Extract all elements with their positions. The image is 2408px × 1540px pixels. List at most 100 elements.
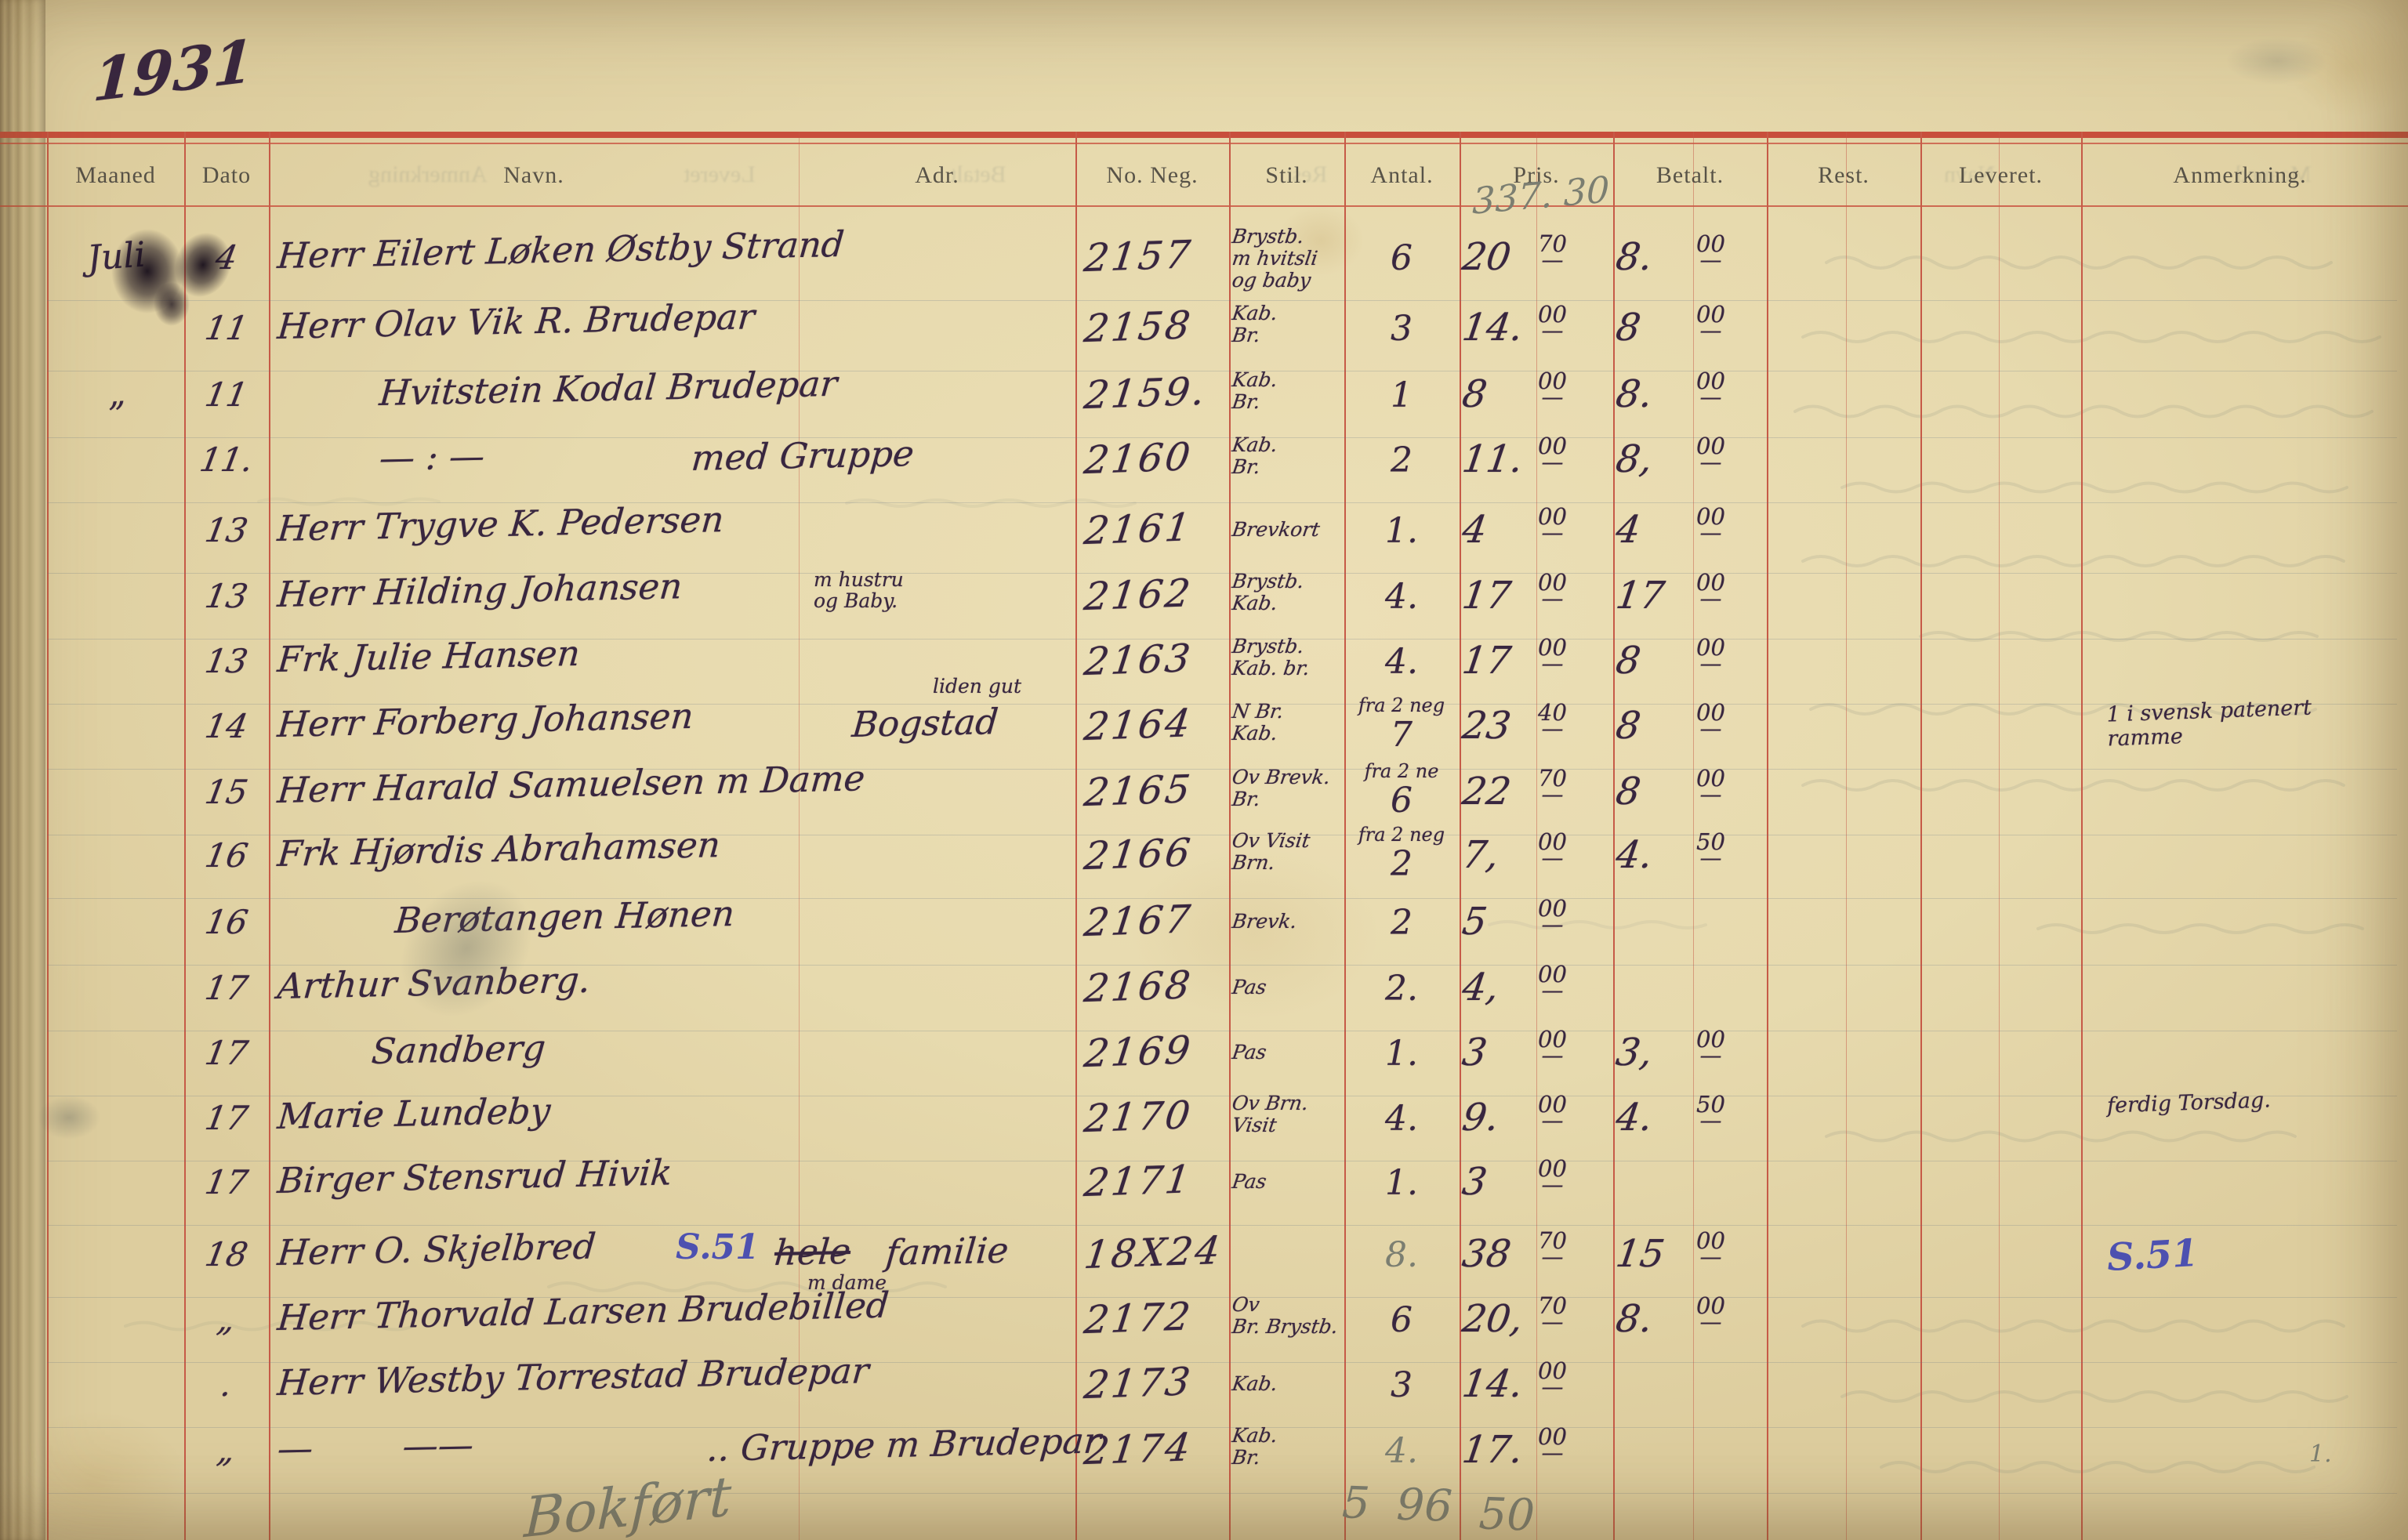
above-line-note: liden gut	[933, 675, 1021, 698]
betalt-ore-value: 50	[1696, 1091, 1725, 1118]
stil-cell: Kab. Br.	[1231, 433, 1279, 478]
negative-number-cell: 2158	[1082, 303, 1195, 352]
pencil-sum: 5 96 50	[1341, 1477, 1562, 1540]
stil-line: Br.	[1231, 455, 1262, 478]
pris-kroner: 14.	[1460, 1362, 1526, 1406]
name-struck-word: hele	[773, 1230, 853, 1274]
antal-cell: 1.	[1347, 511, 1456, 551]
name-cell: Herr Westby Torrestad Brudepar	[276, 1350, 871, 1404]
stil-cell: Ov Visit Brn.	[1231, 829, 1311, 874]
anmerkning-cell: S.51	[2105, 1230, 2199, 1281]
date-cell: 17	[201, 1163, 252, 1201]
stil-line: og baby	[1231, 269, 1313, 292]
name-cell: Herr Thorvald Larsen Brudebilled	[276, 1284, 891, 1339]
stil-line: Visit	[1231, 1114, 1278, 1136]
antal-cell: fra 2 ne 6	[1347, 762, 1456, 821]
ore-underline: —	[1699, 716, 1722, 741]
ghost-stroke	[547, 1281, 947, 1292]
antal-value: 1.	[1385, 511, 1418, 551]
date-cell: 16	[201, 836, 252, 875]
date-cell: 18	[201, 1235, 252, 1274]
betalt-kroner: 8	[1613, 306, 1644, 350]
paper-stain	[2289, 16, 2408, 118]
column-rule	[1344, 132, 1346, 1540]
ore-sub-rule	[1536, 132, 1537, 1540]
ghost-stroke	[1488, 920, 1707, 929]
betalt-ore: 00—	[1696, 434, 1725, 473]
antal-note: fra 2 neg	[1358, 824, 1445, 846]
betalt-ore: 00—	[1696, 232, 1725, 271]
ore-underline: —	[1699, 781, 1722, 807]
ore-underline: —	[1541, 911, 1564, 937]
pris-kroner: 3	[1460, 1031, 1490, 1074]
header-bottom-rule	[0, 205, 2408, 207]
name-extra-cell: familie	[884, 1229, 1010, 1274]
pris-ore-value: 00	[1538, 961, 1567, 987]
ore-underline: —	[1541, 716, 1564, 741]
betalt-ore: 00—	[1696, 1294, 1725, 1333]
antal-value: 4.	[1385, 1431, 1418, 1471]
pris-ore: 00—	[1538, 1092, 1567, 1132]
stil-line: Pas	[1231, 1170, 1268, 1193]
antal-cell: 2	[1347, 903, 1456, 943]
name-cell: Birger Stensrud Hivik	[276, 1151, 674, 1201]
stil-line: Brystb.	[1231, 225, 1306, 248]
negative-number-cell: 2169	[1082, 1027, 1195, 1077]
pris-kroner: 23	[1460, 704, 1514, 748]
betalt-kroner: 15	[1613, 1232, 1668, 1276]
ledger-row: 13 Frk Julie Hansen 2163 Brystb. Kab. br. 4. 1…	[0, 629, 2408, 705]
ore-underline: —	[1541, 845, 1564, 871]
pencil-sum-part: 50	[1478, 1488, 1536, 1540]
stil-line: Pas	[1231, 976, 1268, 998]
ore-underline: —	[1541, 1309, 1564, 1335]
antal-value: 3	[1391, 309, 1413, 349]
betalt-ore-value: 00	[1696, 503, 1725, 530]
negative-number-cell: 2157	[1082, 232, 1195, 281]
antal-cell: 1.	[1347, 1034, 1456, 1074]
ore-underline: —	[1541, 1042, 1564, 1068]
ghost-stroke	[1801, 331, 2381, 343]
pris-ore-value: 00	[1538, 503, 1567, 530]
negative-number-cell: 2162	[1082, 571, 1195, 620]
pris-ore: 00—	[1538, 1359, 1567, 1398]
antal-value: 6	[1391, 1300, 1413, 1340]
antal-cell: 4.	[1347, 1431, 1456, 1471]
ledger-row: . Herr Westby Torrestad Brudepar 2173 Kab. 3…	[0, 1350, 2408, 1428]
antal-cell: 2	[1347, 440, 1456, 480]
name-cell: — ——	[276, 1423, 476, 1469]
month-cell: „	[106, 373, 127, 415]
ledger-row: 11. — : — med Gruppe 2160 Kab. Br. 2 11. 00—8, 00…	[0, 428, 2408, 503]
stil-line: Kab.	[1231, 1424, 1279, 1447]
betalt-ore: 00—	[1696, 701, 1725, 741]
stil-line: Pas	[1231, 1041, 1268, 1064]
column-rule	[184, 132, 186, 1540]
name-cell: Marie Lundeby	[276, 1089, 553, 1137]
ledger-row: 17 Marie Lundeby 2170 Ov Brn. Visit 4. 9. 00—4.…	[0, 1086, 2408, 1161]
stil-cell: Pas	[1231, 1041, 1268, 1064]
pris-ore: 00—	[1538, 369, 1567, 408]
antal-value: 3	[1391, 1365, 1413, 1405]
column-rule	[1229, 132, 1231, 1540]
column-header-pris: Pris.	[1513, 162, 1560, 188]
antal-cell: 8.	[1347, 1235, 1456, 1275]
negative-number-cell: 18X24	[1082, 1228, 1225, 1278]
antal-cell: 3	[1347, 1365, 1456, 1405]
anmerkning-cell: 1 i svensk patenert ramme	[2105, 695, 2312, 752]
antal-cell: 6	[1347, 238, 1456, 278]
pris-kroner: 17	[1460, 639, 1514, 683]
negative-number-cell: 2165	[1082, 766, 1195, 816]
ledger-row: 16 Berøtangen Hønen 2167 Brevk. 2 5 00—	[0, 890, 2408, 966]
name-extra-cell: .. Gruppe m Brudepar	[705, 1419, 1103, 1469]
negative-number-cell: 2163	[1082, 636, 1195, 685]
pris-kroner: 5	[1460, 900, 1490, 944]
stil-line: Br. Brystb.	[1231, 1315, 1340, 1338]
ore-underline: —	[1541, 585, 1564, 611]
ore-underline: —	[1699, 1244, 1722, 1270]
stil-cell: Pas	[1231, 1170, 1268, 1193]
name-cell: Hvitstein Kodal Brudepar	[378, 362, 840, 414]
ledger-row: 13 Herr Hilding Johansen m hustru og Baby.…	[0, 564, 2408, 640]
stil-cell: Brystb. Kab. br.	[1231, 635, 1311, 679]
pris-ore: 00—	[1538, 571, 1567, 611]
